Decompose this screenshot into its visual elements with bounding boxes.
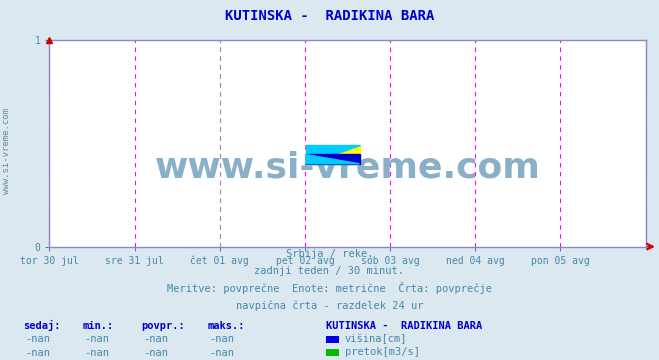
Text: višina[cm]: višina[cm] [345, 334, 407, 344]
Text: sedaj:: sedaj: [23, 320, 61, 331]
Text: -nan: -nan [25, 334, 50, 345]
Text: navpična črta - razdelek 24 ur: navpična črta - razdelek 24 ur [236, 300, 423, 311]
Text: pretok[m3/s]: pretok[m3/s] [345, 347, 420, 357]
Text: min.:: min.: [82, 321, 113, 331]
Text: -nan: -nan [84, 334, 109, 345]
Polygon shape [306, 154, 360, 164]
Text: -nan: -nan [210, 334, 235, 345]
Text: www.si-vreme.com: www.si-vreme.com [155, 151, 540, 185]
Text: KUTINSKA -  RADIKINA BARA: KUTINSKA - RADIKINA BARA [326, 321, 482, 331]
Text: KUTINSKA -  RADIKINA BARA: KUTINSKA - RADIKINA BARA [225, 9, 434, 23]
Polygon shape [306, 145, 360, 164]
Text: -nan: -nan [144, 348, 169, 358]
Text: maks.:: maks.: [208, 321, 245, 331]
Text: -nan: -nan [84, 348, 109, 358]
Text: zadnji teden / 30 minut.: zadnji teden / 30 minut. [254, 266, 405, 276]
Bar [306, 154, 360, 164]
Text: povpr.:: povpr.: [142, 321, 185, 331]
Text: -nan: -nan [25, 348, 50, 358]
Text: Srbija / reke.: Srbija / reke. [286, 249, 373, 259]
Bar [306, 145, 360, 164]
Text: -nan: -nan [210, 348, 235, 358]
Text: www.si-vreme.com: www.si-vreme.com [2, 108, 11, 194]
Text: Meritve: povprečne  Enote: metrične  Črta: povprečje: Meritve: povprečne Enote: metrične Črta:… [167, 282, 492, 294]
Text: -nan: -nan [144, 334, 169, 345]
